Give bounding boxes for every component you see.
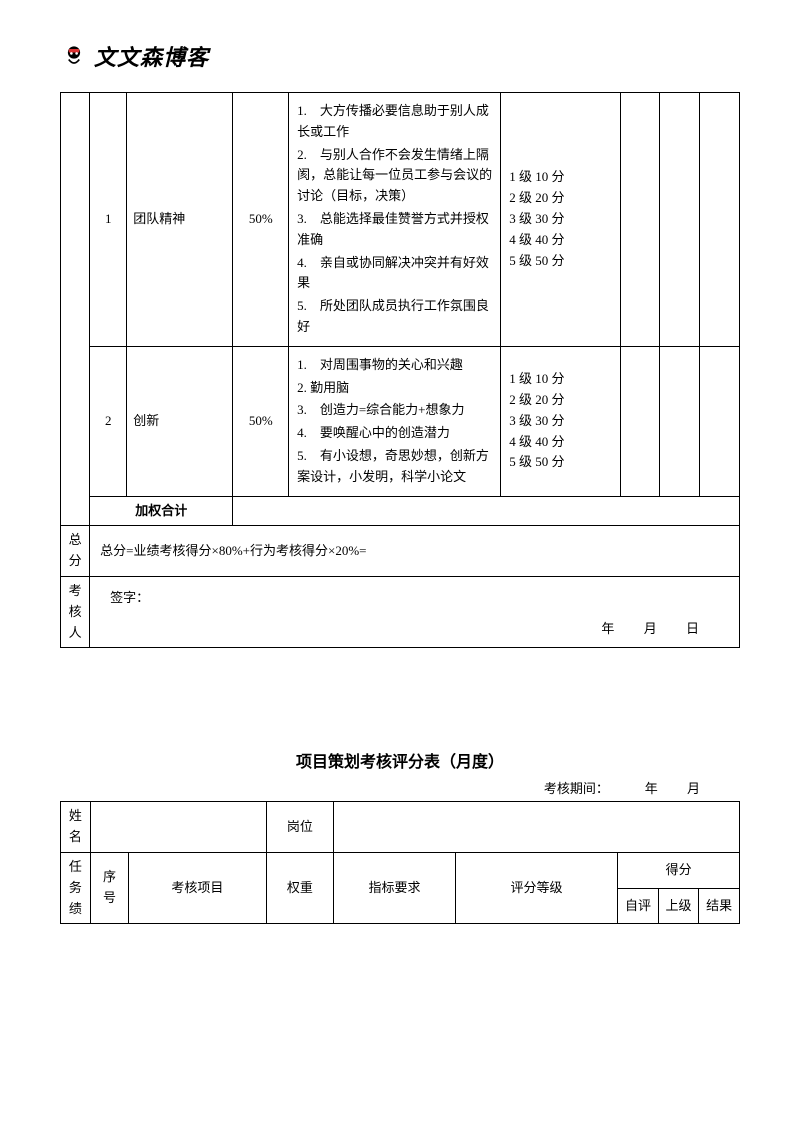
row-levels: 1 级 10 分 2 级 20 分 3 级 30 分 4 级 40 分 5 级 … (501, 346, 620, 496)
logo: 文文森博客 (60, 40, 740, 72)
row-num: 1 (90, 93, 127, 347)
header-row-1: 姓名 岗位 (61, 802, 740, 853)
row-criteria: 1. 大方传播必要信息助于别人成长或工作 2. 与别人合作不会发生情绪上隔阂，总… (289, 93, 501, 347)
score-self (620, 346, 660, 496)
sign-date: 年 月 日 (110, 619, 729, 640)
score-sup (660, 346, 700, 496)
h-item: 考核项目 (129, 852, 266, 923)
row-item: 创新 (127, 346, 233, 496)
name-value (90, 802, 266, 853)
h-name: 姓名 (61, 802, 91, 853)
header-row-2: 任务绩 序号 考核项目 权重 指标要求 评分等级 得分 (61, 852, 740, 888)
row-criteria: 1. 对周围事物的关心和兴趣 2. 勤用脑 3. 创造力=综合能力+想象力 4.… (289, 346, 501, 496)
h-self: 自评 (618, 888, 659, 924)
h-score: 得分 (618, 852, 740, 888)
h-level: 评分等级 (455, 852, 617, 923)
logo-icon (60, 42, 88, 70)
assessment-table-2: 姓名 岗位 任务绩 序号 考核项目 权重 指标要求 评分等级 得分 自评 上级 … (60, 801, 740, 924)
row-num: 2 (90, 346, 127, 496)
h-req: 指标要求 (334, 852, 456, 923)
total-label: 总分 (61, 526, 90, 577)
assessor-row: 考核人 签字： 年 月 日 (61, 576, 740, 647)
row-levels: 1 级 10 分 2 级 20 分 3 级 30 分 4 级 40 分 5 级 … (501, 93, 620, 347)
logo-text: 文文森博客 (94, 40, 209, 72)
h-position: 岗位 (266, 802, 334, 853)
h-seq: 序号 (90, 852, 128, 923)
score-self (620, 93, 660, 347)
total-formula: 总分=业绩考核得分×80%+行为考核得分×20%= (90, 526, 740, 577)
table-row: 1 团队精神 50% 1. 大方传播必要信息助于别人成长或工作 2. 与别人合作… (61, 93, 740, 347)
h-result: 结果 (699, 888, 740, 924)
weighted-label: 加权合计 (90, 496, 233, 526)
h-sup: 上级 (658, 888, 699, 924)
position-value (334, 802, 740, 853)
score-result (700, 346, 740, 496)
table-row: 2 创新 50% 1. 对周围事物的关心和兴趣 2. 勤用脑 3. 创造力=综合… (61, 346, 740, 496)
score-sup (660, 93, 700, 347)
row-weight: 50% (233, 93, 289, 347)
total-row: 总分 总分=业绩考核得分×80%+行为考核得分×20%= (61, 526, 740, 577)
score-result (700, 93, 740, 347)
row-item: 团队精神 (127, 93, 233, 347)
row-weight: 50% (233, 346, 289, 496)
period-line: 考核期间： 年 月 (60, 778, 740, 797)
weighted-total-row: 加权合计 (61, 496, 740, 526)
section-title: 项目策划考核评分表（月度） (60, 748, 740, 772)
h-task: 任务绩 (61, 852, 91, 923)
h-weight: 权重 (266, 852, 334, 923)
sign-cell: 签字： 年 月 日 (90, 576, 740, 647)
assessor-label: 考核人 (61, 576, 90, 647)
sign-label: 签字： (110, 588, 729, 609)
assessment-table-1: 1 团队精神 50% 1. 大方传播必要信息助于别人成长或工作 2. 与别人合作… (60, 92, 740, 648)
